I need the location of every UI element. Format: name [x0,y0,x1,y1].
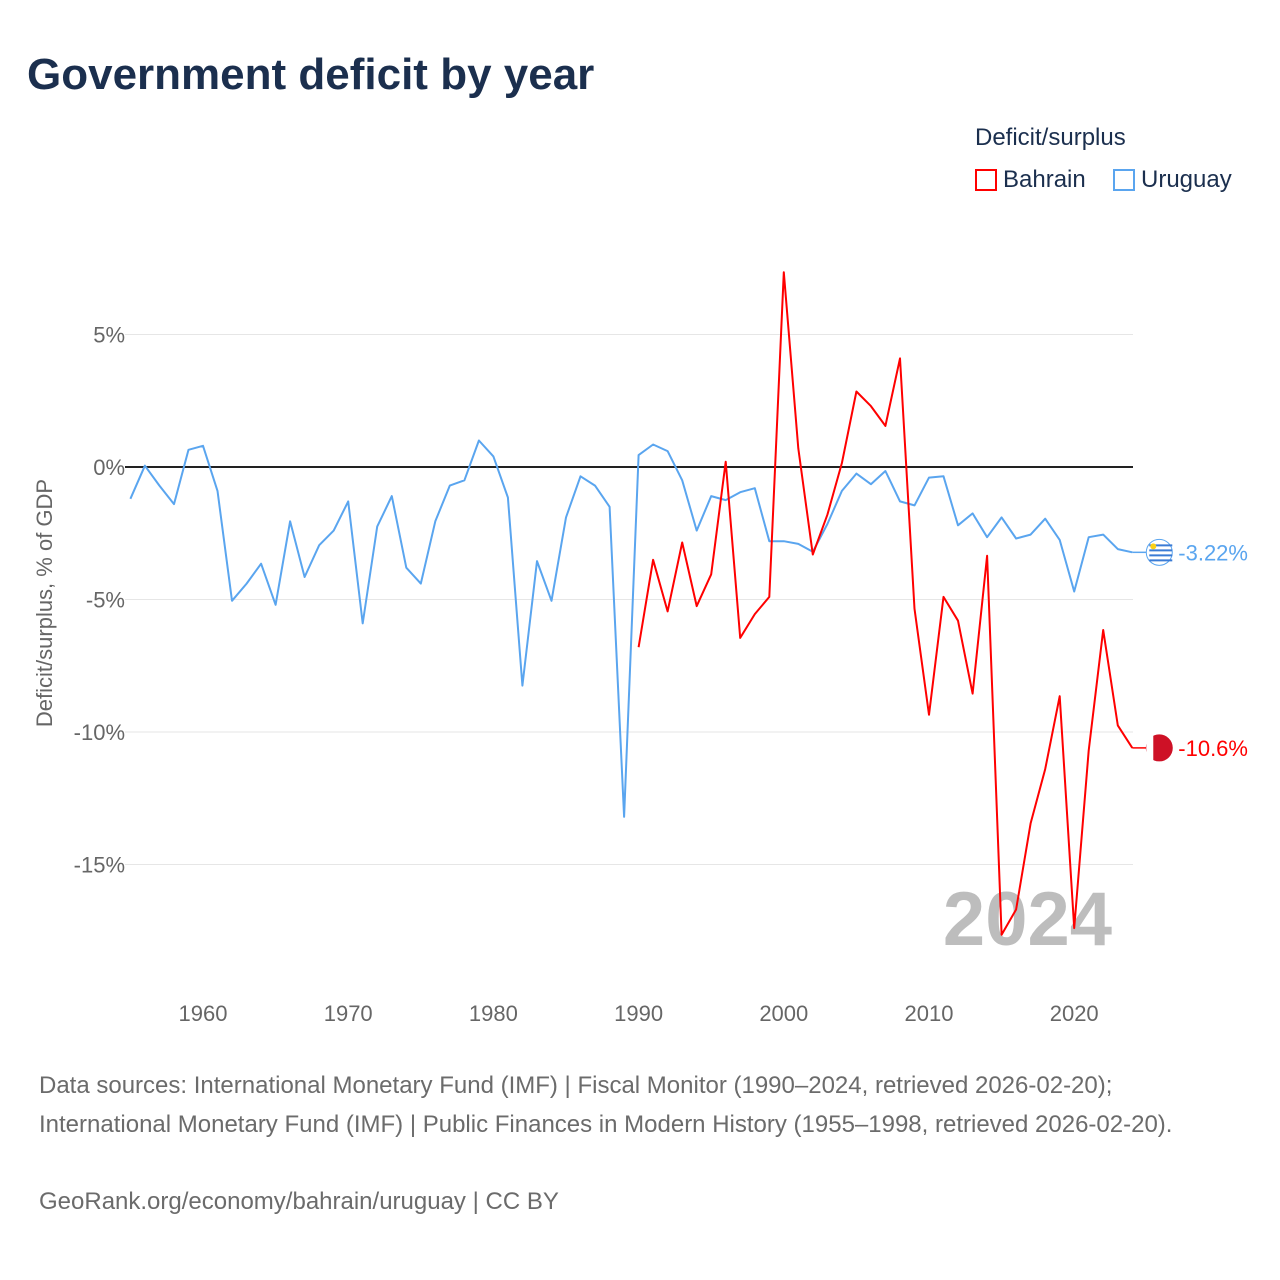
x-tick-label: 1970 [324,1001,373,1026]
end-label-bahrain: -10.6% [1178,736,1248,761]
x-tick-label: 1960 [179,1001,228,1026]
legend-title: Deficit/surplus [975,124,1126,151]
y-axis-label: Deficit/surplus, % of GDP [32,479,57,727]
series-line-bahrain [637,271,1134,936]
legend-swatch-uruguay [1113,169,1135,191]
chart-title: Government deficit by year [27,50,595,99]
flag-white-band [1146,734,1154,761]
legend-label-bahrain: Bahrain [1003,166,1086,193]
y-tick-label: 0% [93,455,125,480]
data-sources: Data sources: International Monetary Fun… [39,1072,1173,1138]
y-tick-label: 5% [93,323,125,348]
x-tick-label: 2000 [759,1001,808,1026]
x-tick-label: 2020 [1050,1001,1099,1026]
legend-item-uruguay[interactable]: Uruguay [1113,166,1232,194]
line-chart: 5% 0% -5% -10% -15% 1960 1970 1980 1990 2000 2010 2… [32,271,1248,1026]
x-tick-label: 1980 [469,1001,518,1026]
credit-link[interactable]: GeoRank.org/economy/bahrain/uruguay | CC… [39,1188,559,1215]
flag-icon-uruguay [1145,538,1173,566]
x-tick-label: 2010 [905,1001,954,1026]
legend-label-uruguay: Uruguay [1141,166,1232,193]
series-line-uruguay [129,439,1133,818]
y-tick-label: -5% [86,588,125,613]
flag-sun [1150,543,1157,550]
year-watermark: 2024 [943,877,1112,962]
legend-item-bahrain[interactable]: Bahrain [975,166,1086,194]
legend-swatch-bahrain [975,169,997,191]
end-label-uruguay: -3.22% [1178,540,1248,565]
y-tick-label: -10% [74,720,125,745]
y-tick-label: -15% [74,853,125,878]
x-tick-label: 1990 [614,1001,663,1026]
